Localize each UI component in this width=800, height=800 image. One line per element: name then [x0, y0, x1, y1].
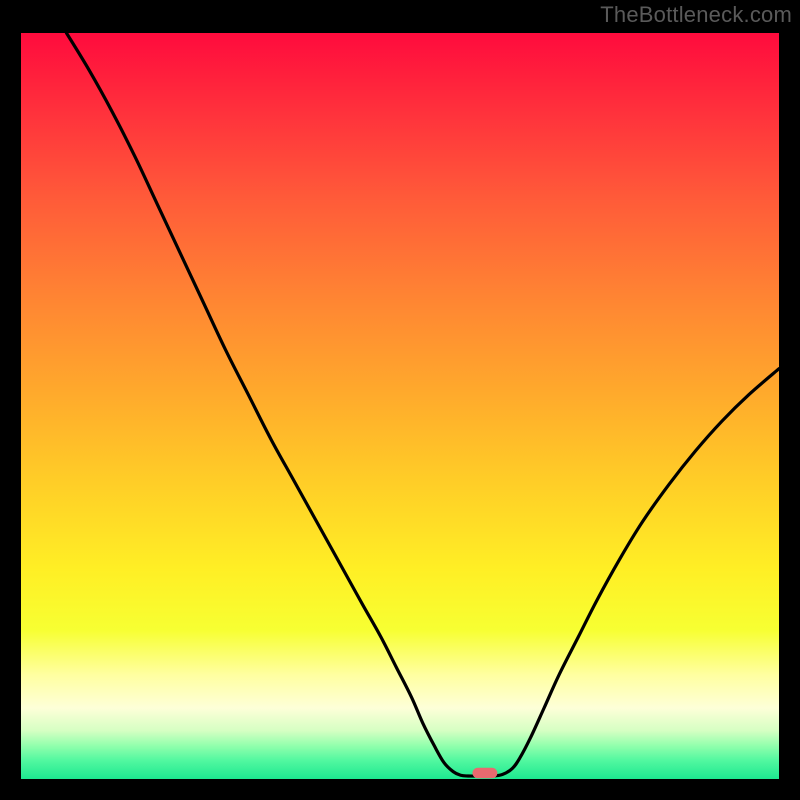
- watermark-label: TheBottleneck.com: [600, 2, 792, 28]
- chart-frame: TheBottleneck.com: [0, 0, 800, 800]
- gradient-background: [21, 33, 779, 779]
- minimum-marker: [472, 768, 497, 778]
- plot-area: [21, 33, 779, 779]
- gradient-plot: [21, 33, 779, 779]
